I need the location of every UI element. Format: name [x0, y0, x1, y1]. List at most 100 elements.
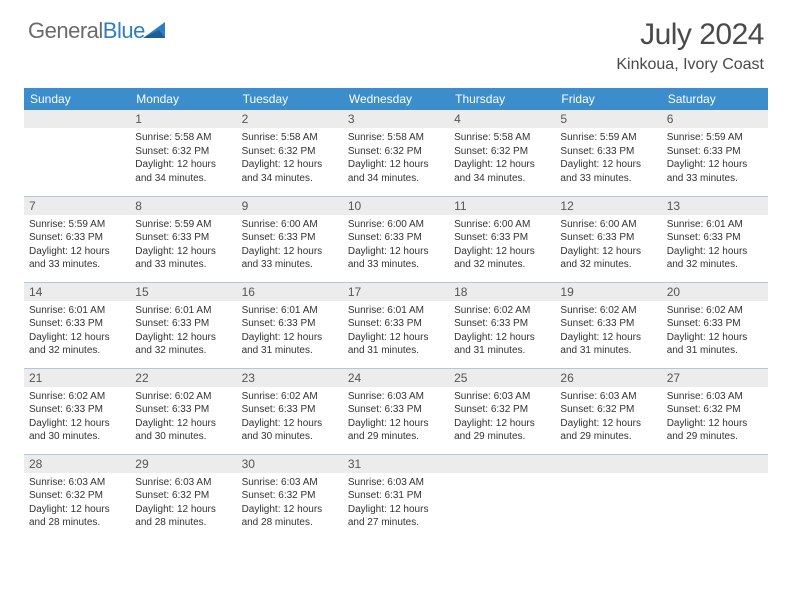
day-number: 29: [130, 455, 236, 473]
day-number: 24: [343, 369, 449, 387]
day-number: 13: [662, 197, 768, 215]
calendar-cell: 22Sunrise: 6:02 AMSunset: 6:33 PMDayligh…: [130, 368, 236, 454]
day-number-empty: [555, 455, 661, 473]
day-number: 5: [555, 110, 661, 128]
day-body: Sunrise: 5:59 AMSunset: 6:33 PMDaylight:…: [662, 128, 768, 189]
calendar-cell: 7Sunrise: 5:59 AMSunset: 6:33 PMDaylight…: [24, 196, 130, 282]
title-block: July 2024 Kinkoua, Ivory Coast: [616, 18, 764, 74]
weekday-header: Tuesday: [237, 88, 343, 110]
day-number: 2: [237, 110, 343, 128]
calendar-cell: [24, 110, 130, 196]
calendar-cell: 11Sunrise: 6:00 AMSunset: 6:33 PMDayligh…: [449, 196, 555, 282]
calendar-cell: 8Sunrise: 5:59 AMSunset: 6:33 PMDaylight…: [130, 196, 236, 282]
calendar-cell: 31Sunrise: 6:03 AMSunset: 6:31 PMDayligh…: [343, 454, 449, 540]
day-body: Sunrise: 6:02 AMSunset: 6:33 PMDaylight:…: [130, 387, 236, 448]
day-number: 25: [449, 369, 555, 387]
month-title: July 2024: [616, 18, 764, 52]
day-body: Sunrise: 6:01 AMSunset: 6:33 PMDaylight:…: [343, 301, 449, 362]
day-number: 4: [449, 110, 555, 128]
location: Kinkoua, Ivory Coast: [616, 56, 764, 74]
logo-part1: General: [28, 18, 103, 43]
calendar-week: 28Sunrise: 6:03 AMSunset: 6:32 PMDayligh…: [24, 454, 768, 540]
weekday-header: Monday: [130, 88, 236, 110]
weekday-row: SundayMondayTuesdayWednesdayThursdayFrid…: [24, 88, 768, 110]
day-body: Sunrise: 6:01 AMSunset: 6:33 PMDaylight:…: [130, 301, 236, 362]
day-number-empty: [24, 110, 130, 128]
calendar-cell: 29Sunrise: 6:03 AMSunset: 6:32 PMDayligh…: [130, 454, 236, 540]
day-body: Sunrise: 6:02 AMSunset: 6:33 PMDaylight:…: [24, 387, 130, 448]
day-body: Sunrise: 6:00 AMSunset: 6:33 PMDaylight:…: [555, 215, 661, 276]
day-number: 3: [343, 110, 449, 128]
day-number: 27: [662, 369, 768, 387]
day-body: Sunrise: 6:00 AMSunset: 6:33 PMDaylight:…: [237, 215, 343, 276]
day-number: 15: [130, 283, 236, 301]
weekday-header: Wednesday: [343, 88, 449, 110]
calendar-cell: 21Sunrise: 6:02 AMSunset: 6:33 PMDayligh…: [24, 368, 130, 454]
day-body: Sunrise: 6:01 AMSunset: 6:33 PMDaylight:…: [662, 215, 768, 276]
calendar-cell: 4Sunrise: 5:58 AMSunset: 6:32 PMDaylight…: [449, 110, 555, 196]
weekday-header: Sunday: [24, 88, 130, 110]
day-body: Sunrise: 6:02 AMSunset: 6:33 PMDaylight:…: [449, 301, 555, 362]
day-number-empty: [662, 455, 768, 473]
day-body: Sunrise: 5:58 AMSunset: 6:32 PMDaylight:…: [449, 128, 555, 189]
calendar-cell: 13Sunrise: 6:01 AMSunset: 6:33 PMDayligh…: [662, 196, 768, 282]
day-number: 31: [343, 455, 449, 473]
calendar-cell: 30Sunrise: 6:03 AMSunset: 6:32 PMDayligh…: [237, 454, 343, 540]
day-number: 1: [130, 110, 236, 128]
calendar-cell: [449, 454, 555, 540]
calendar-week: 21Sunrise: 6:02 AMSunset: 6:33 PMDayligh…: [24, 368, 768, 454]
day-body: Sunrise: 6:03 AMSunset: 6:32 PMDaylight:…: [662, 387, 768, 448]
day-number: 11: [449, 197, 555, 215]
day-number: 12: [555, 197, 661, 215]
day-body: Sunrise: 6:00 AMSunset: 6:33 PMDaylight:…: [449, 215, 555, 276]
calendar-body: 1Sunrise: 5:58 AMSunset: 6:32 PMDaylight…: [24, 110, 768, 540]
day-body: Sunrise: 6:03 AMSunset: 6:32 PMDaylight:…: [237, 473, 343, 534]
day-number: 30: [237, 455, 343, 473]
day-body: Sunrise: 6:00 AMSunset: 6:33 PMDaylight:…: [343, 215, 449, 276]
calendar-cell: 2Sunrise: 5:58 AMSunset: 6:32 PMDaylight…: [237, 110, 343, 196]
calendar-week: 1Sunrise: 5:58 AMSunset: 6:32 PMDaylight…: [24, 110, 768, 196]
weekday-header: Thursday: [449, 88, 555, 110]
day-body: Sunrise: 5:58 AMSunset: 6:32 PMDaylight:…: [343, 128, 449, 189]
calendar-cell: 25Sunrise: 6:03 AMSunset: 6:32 PMDayligh…: [449, 368, 555, 454]
day-body: Sunrise: 6:03 AMSunset: 6:32 PMDaylight:…: [130, 473, 236, 534]
day-body: Sunrise: 6:02 AMSunset: 6:33 PMDaylight:…: [662, 301, 768, 362]
weekday-header: Friday: [555, 88, 661, 110]
calendar-cell: 26Sunrise: 6:03 AMSunset: 6:32 PMDayligh…: [555, 368, 661, 454]
day-number: 26: [555, 369, 661, 387]
day-body: Sunrise: 6:01 AMSunset: 6:33 PMDaylight:…: [237, 301, 343, 362]
logo: GeneralBlue: [28, 18, 169, 44]
calendar-cell: 28Sunrise: 6:03 AMSunset: 6:32 PMDayligh…: [24, 454, 130, 540]
calendar-cell: 6Sunrise: 5:59 AMSunset: 6:33 PMDaylight…: [662, 110, 768, 196]
calendar-cell: 14Sunrise: 6:01 AMSunset: 6:33 PMDayligh…: [24, 282, 130, 368]
calendar-cell: 27Sunrise: 6:03 AMSunset: 6:32 PMDayligh…: [662, 368, 768, 454]
day-number: 10: [343, 197, 449, 215]
day-number: 9: [237, 197, 343, 215]
calendar-cell: 20Sunrise: 6:02 AMSunset: 6:33 PMDayligh…: [662, 282, 768, 368]
logo-triangle-icon: [143, 20, 169, 40]
day-number: 7: [24, 197, 130, 215]
calendar-head: SundayMondayTuesdayWednesdayThursdayFrid…: [24, 88, 768, 110]
day-body: Sunrise: 5:59 AMSunset: 6:33 PMDaylight:…: [555, 128, 661, 189]
day-number: 18: [449, 283, 555, 301]
calendar-cell: 19Sunrise: 6:02 AMSunset: 6:33 PMDayligh…: [555, 282, 661, 368]
calendar-cell: 23Sunrise: 6:02 AMSunset: 6:33 PMDayligh…: [237, 368, 343, 454]
calendar-cell: 1Sunrise: 5:58 AMSunset: 6:32 PMDaylight…: [130, 110, 236, 196]
calendar-cell: 17Sunrise: 6:01 AMSunset: 6:33 PMDayligh…: [343, 282, 449, 368]
day-body: Sunrise: 5:58 AMSunset: 6:32 PMDaylight:…: [237, 128, 343, 189]
day-body: Sunrise: 6:02 AMSunset: 6:33 PMDaylight:…: [237, 387, 343, 448]
day-number: 23: [237, 369, 343, 387]
day-number: 8: [130, 197, 236, 215]
day-number: 17: [343, 283, 449, 301]
calendar-cell: 10Sunrise: 6:00 AMSunset: 6:33 PMDayligh…: [343, 196, 449, 282]
day-number: 22: [130, 369, 236, 387]
day-body: Sunrise: 5:59 AMSunset: 6:33 PMDaylight:…: [24, 215, 130, 276]
day-number: 20: [662, 283, 768, 301]
day-body: Sunrise: 6:03 AMSunset: 6:32 PMDaylight:…: [449, 387, 555, 448]
calendar-cell: [555, 454, 661, 540]
day-number-empty: [449, 455, 555, 473]
calendar-cell: 15Sunrise: 6:01 AMSunset: 6:33 PMDayligh…: [130, 282, 236, 368]
logo-text: GeneralBlue: [28, 18, 145, 44]
day-number: 19: [555, 283, 661, 301]
day-number: 21: [24, 369, 130, 387]
